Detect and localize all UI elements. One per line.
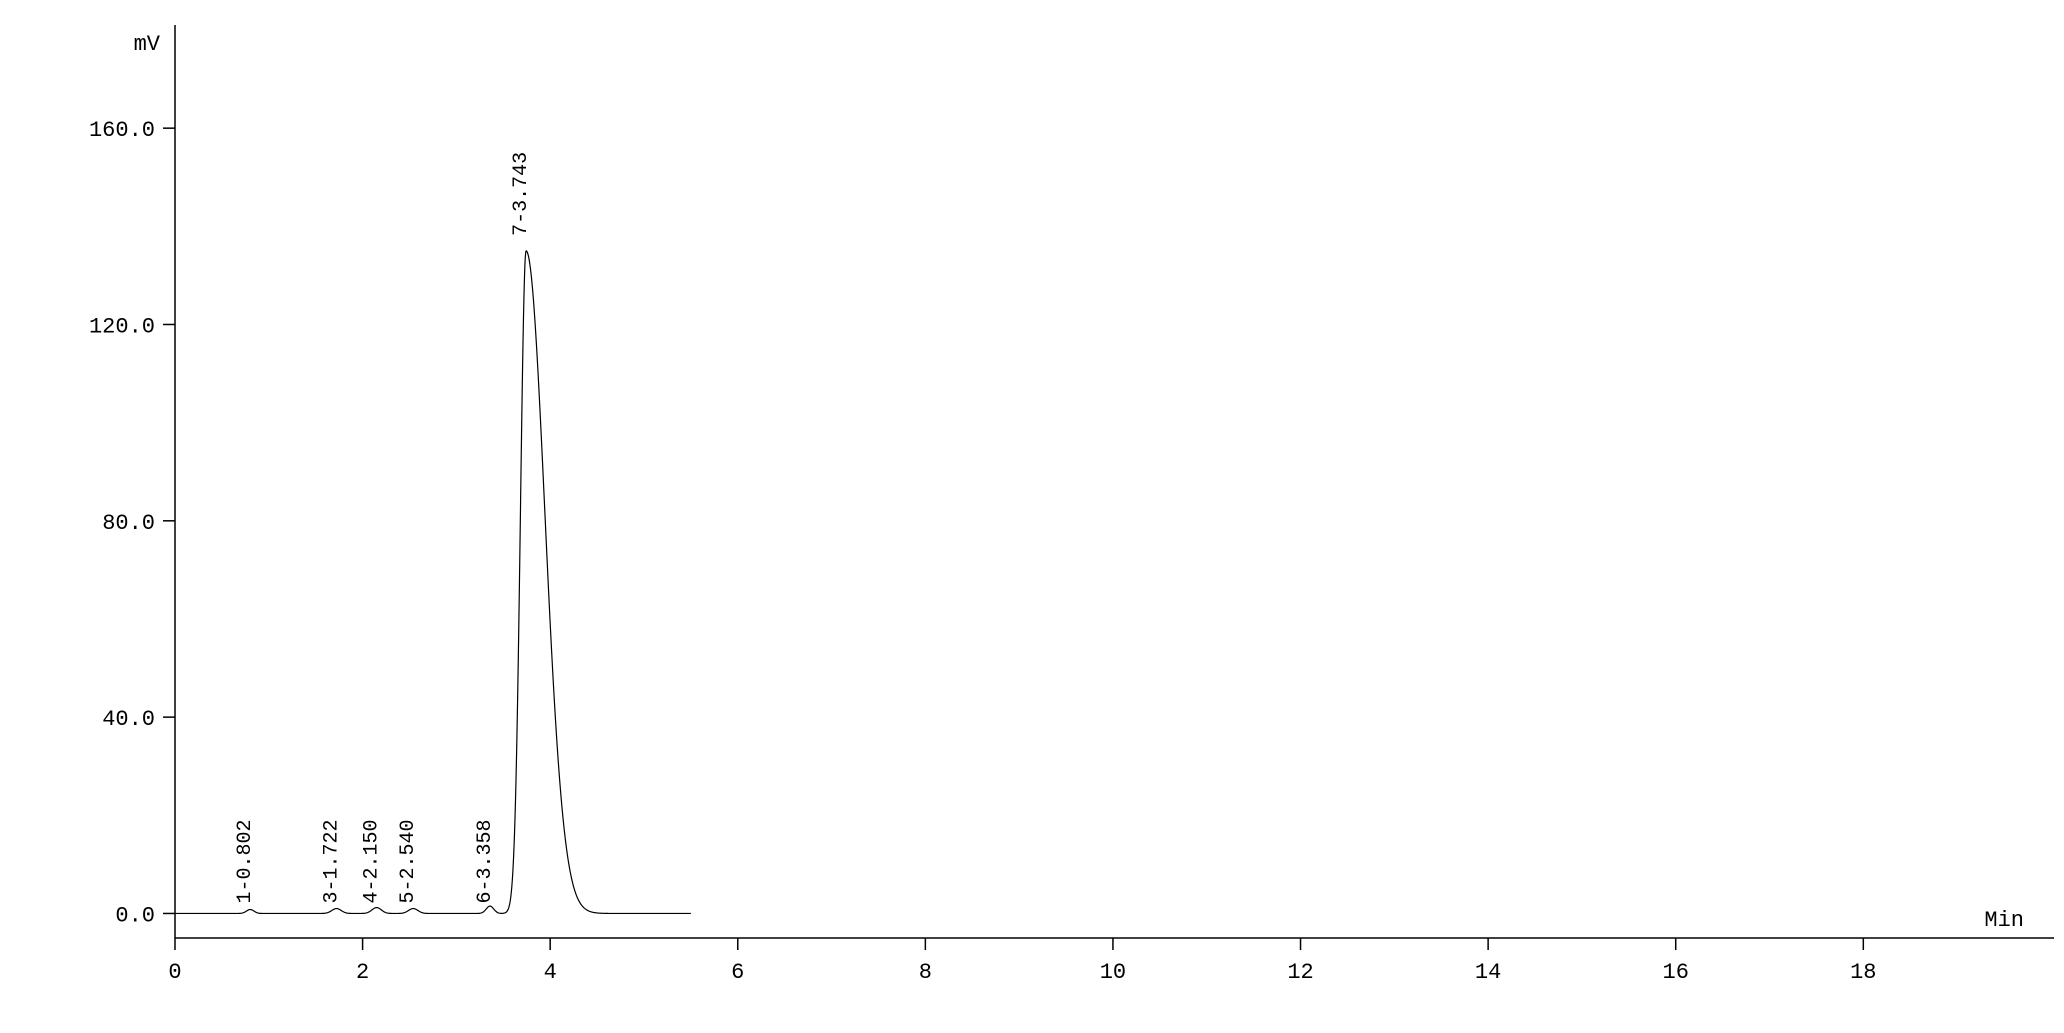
peak-label: 4-2.150 — [361, 819, 384, 903]
x-tick-label: 8 — [919, 960, 932, 985]
y-tick-label: 0.0 — [115, 903, 155, 928]
x-tick-label: 0 — [168, 960, 181, 985]
x-tick-label: 16 — [1663, 960, 1689, 985]
x-tick-label: 12 — [1287, 960, 1313, 985]
x-tick-label: 14 — [1475, 960, 1501, 985]
peak-label: 3-1.722 — [321, 819, 344, 903]
chromatogram-chart: 0.0 40.0 80.0 120.0 160.0 mV 0 2 4 6 8 10 12 14 16 18 Mi… — [0, 0, 2064, 1033]
x-axis-label: Min — [1984, 908, 2024, 933]
y-tick-label: 40.0 — [102, 707, 155, 732]
peak-label: 6-3.358 — [474, 819, 497, 903]
chromatogram-trace — [175, 251, 691, 914]
x-tick-label: 6 — [731, 960, 744, 985]
x-tick-label: 2 — [356, 960, 369, 985]
y-tick-label: 160.0 — [89, 118, 155, 143]
y-tick-label: 80.0 — [102, 511, 155, 536]
y-axis-label: mV — [134, 32, 161, 57]
peak-label: 7-3.743 — [510, 152, 533, 236]
x-tick-label: 10 — [1100, 960, 1126, 985]
peak-label: 1-0.802 — [234, 819, 257, 903]
x-tick-label: 18 — [1850, 960, 1876, 985]
peak-label: 5-2.540 — [397, 819, 420, 903]
y-tick-label: 120.0 — [89, 314, 155, 339]
x-tick-label: 4 — [544, 960, 557, 985]
chromatogram-svg: 0.0 40.0 80.0 120.0 160.0 mV 0 2 4 6 8 10 12 14 16 18 Mi… — [0, 0, 2064, 1028]
